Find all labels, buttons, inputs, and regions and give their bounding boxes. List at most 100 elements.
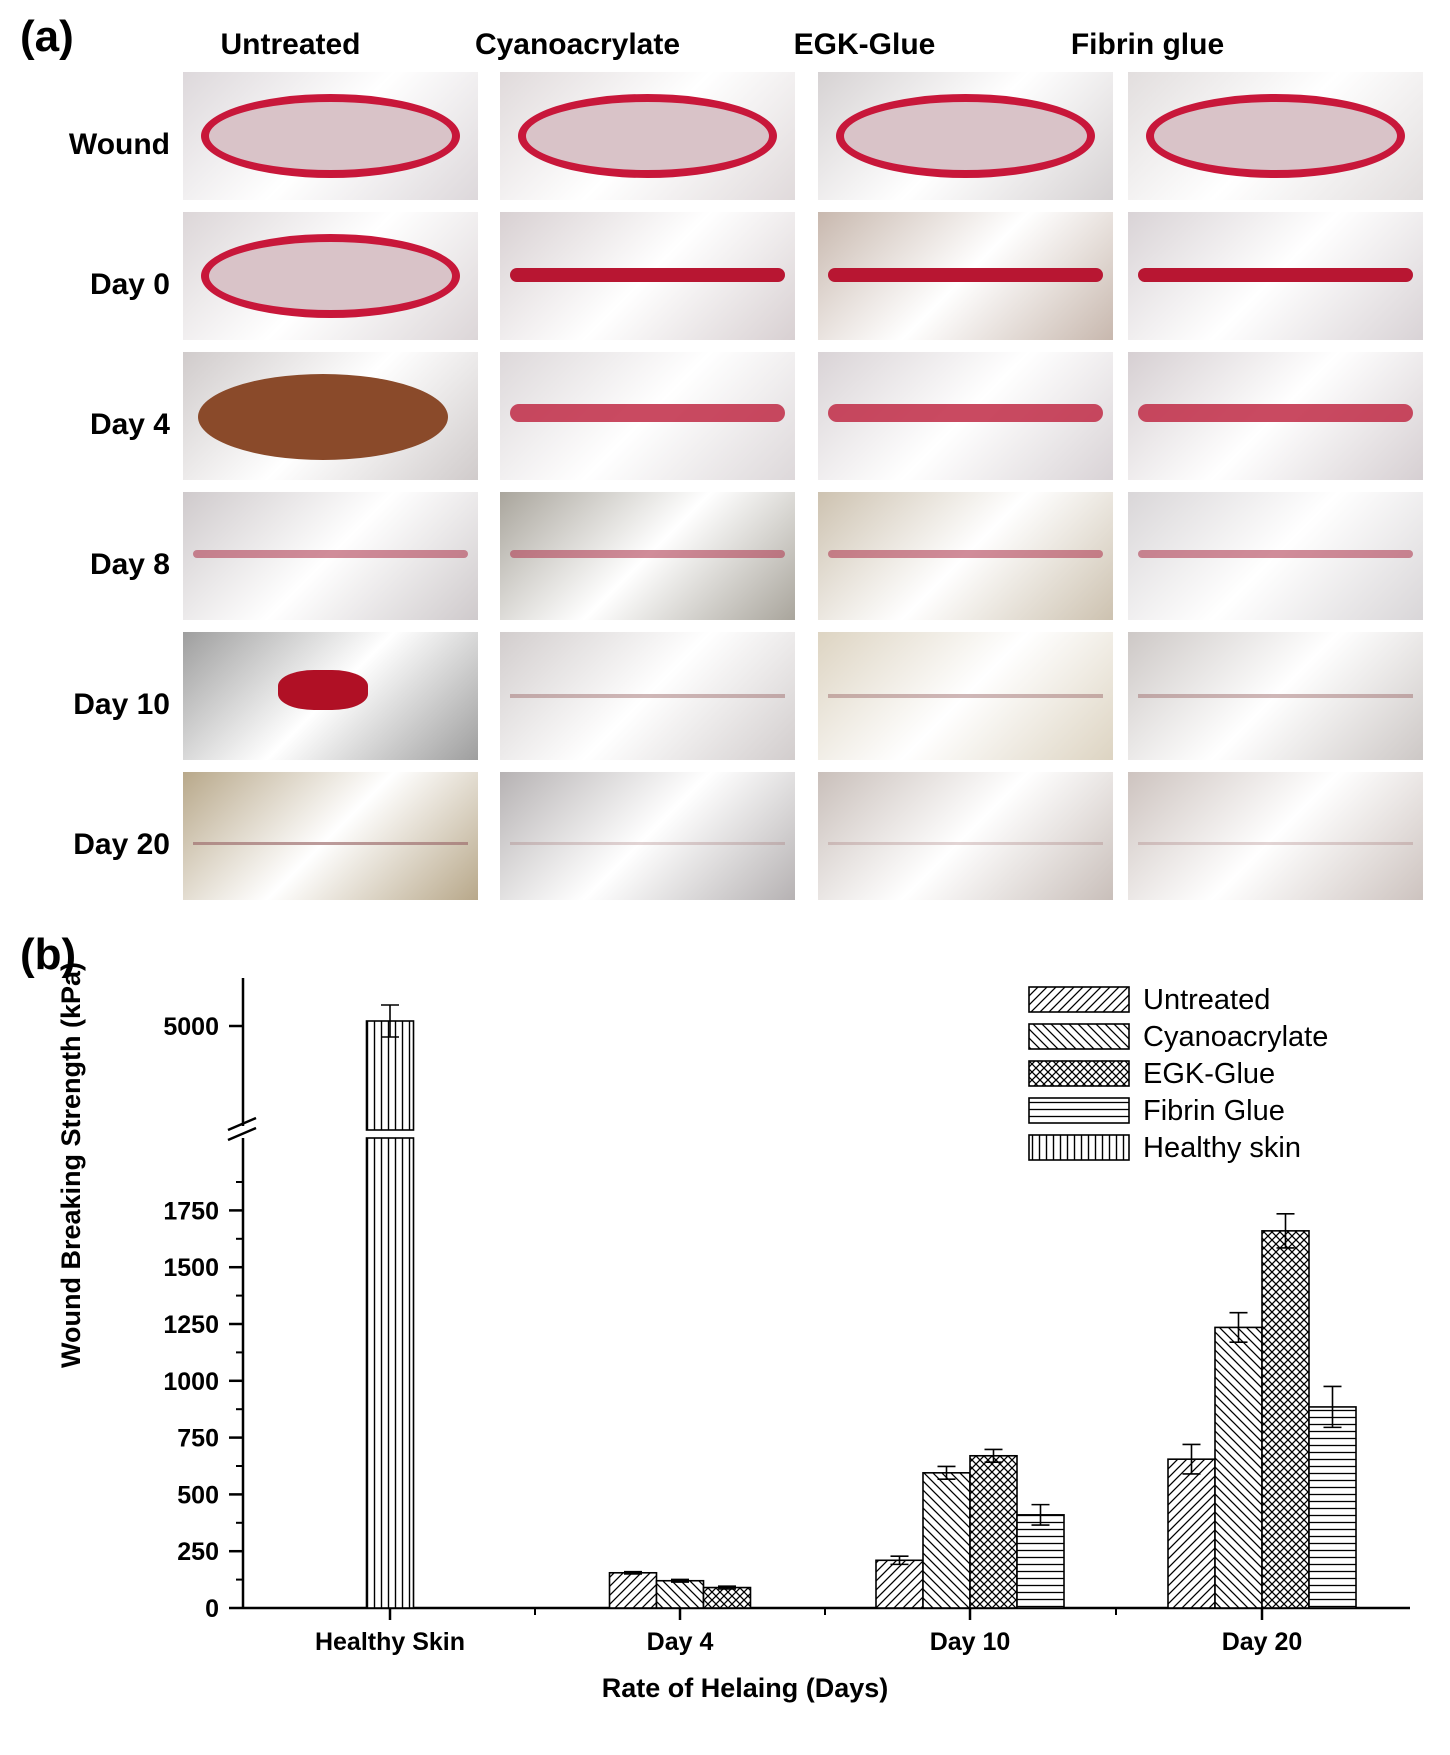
legend-label-healthy-skin: Healthy skin xyxy=(1143,1132,1301,1164)
y-tick-label: 0 xyxy=(205,1595,219,1623)
y-axis-label: Wound Breaking Strength (kPa) xyxy=(56,962,86,1368)
bar-untreated xyxy=(608,1571,658,1609)
photo-day-0-fibrin-glue xyxy=(1128,212,1423,340)
axis-break-marker xyxy=(227,1116,257,1142)
x-tick-label: Healthy Skin xyxy=(315,1628,465,1656)
bar-cyanoacrylate xyxy=(655,1579,705,1609)
legend-swatch-untreated xyxy=(1028,986,1130,1013)
legend-swatch-cyanoacrylate xyxy=(1028,1023,1130,1050)
photo-day-8-egk-glue xyxy=(818,492,1113,620)
photo-day-10-cyanoacrylate xyxy=(500,632,795,760)
healing-incision xyxy=(828,404,1103,422)
faint-scar xyxy=(510,694,785,698)
photo-day-10-egk-glue xyxy=(818,632,1113,760)
row-header-day-8: Day 8 xyxy=(89,548,170,581)
closed-incision-line xyxy=(828,268,1103,282)
healed-skin-line xyxy=(510,842,785,845)
bar-cyanoacrylate xyxy=(1214,1326,1263,1609)
panel-b-label: (b) xyxy=(20,930,77,979)
healed-skin-line xyxy=(193,842,468,845)
healed-skin-line xyxy=(1138,842,1413,845)
legend-label-fibrin-glue: Fibrin Glue xyxy=(1143,1095,1285,1127)
photo-day-20-fibrin-glue xyxy=(1128,772,1423,900)
row-header-day-4: Day 4 xyxy=(89,408,170,441)
column-header-cyanoacrylate: Cyanoacrylate xyxy=(474,28,681,61)
photo-day-0-untreated xyxy=(183,212,478,340)
x-tick-label: Day 10 xyxy=(930,1628,1011,1656)
photo-day-10-untreated xyxy=(183,632,478,760)
open-wound-shape xyxy=(518,94,777,178)
x-tick-label: Day 20 xyxy=(1222,1628,1303,1656)
bar-egk-glue xyxy=(702,1586,752,1609)
row-header-wound: Wound xyxy=(68,128,170,161)
x-tick-label: Day 4 xyxy=(647,1628,714,1656)
fading-scar xyxy=(193,550,468,558)
bar-egk-glue xyxy=(1261,1230,1310,1609)
photo-day-20-egk-glue xyxy=(818,772,1113,900)
bar-cyanoacrylate xyxy=(922,1472,971,1609)
fading-scar xyxy=(1138,550,1413,558)
y-tick-label: 5000 xyxy=(163,1013,219,1041)
photo-wound-fibrin-glue xyxy=(1128,72,1423,200)
photo-wound-cyanoacrylate xyxy=(500,72,795,200)
bar-fibrin-glue xyxy=(1016,1514,1065,1609)
photo-day-10-fibrin-glue xyxy=(1128,632,1423,760)
bar-egk-glue xyxy=(969,1454,1018,1609)
y-tick-label: 1250 xyxy=(163,1311,219,1339)
photo-wound-egk-glue xyxy=(818,72,1113,200)
wound-strength-bar-chart: 0 250 500 750 1000 1250 1500 1750 5000 Healthy Sk… xyxy=(56,962,1410,1703)
legend-label-egk-glue: EGK-Glue xyxy=(1143,1058,1275,1090)
row-header-day-20: Day 20 xyxy=(73,828,170,861)
bar-healthy-skin-upper xyxy=(365,1020,415,1131)
photo-day-0-cyanoacrylate xyxy=(500,212,795,340)
photo-day-0-egk-glue xyxy=(818,212,1113,340)
column-header-fibrin-glue: Fibrin glue xyxy=(1070,28,1225,61)
y-tick-label: 1000 xyxy=(163,1368,219,1396)
photo-wound-untreated xyxy=(183,72,478,200)
open-wound-shape xyxy=(201,234,460,318)
fading-scar xyxy=(828,550,1103,558)
photo-day-8-cyanoacrylate xyxy=(500,492,795,620)
panel-a-label: (a) xyxy=(20,12,74,61)
closed-incision-line xyxy=(1138,268,1413,282)
y-tick-label: 1750 xyxy=(163,1197,219,1225)
open-wound-shape xyxy=(1146,94,1405,178)
legend-label-untreated: Untreated xyxy=(1143,984,1270,1016)
legend-swatch-fibrin-glue xyxy=(1028,1097,1130,1124)
fading-scar xyxy=(510,550,785,558)
column-header-untreated: Untreated xyxy=(220,28,361,61)
faint-scar xyxy=(828,694,1103,698)
y-tick-label: 750 xyxy=(177,1425,219,1453)
photo-day-4-fibrin-glue xyxy=(1128,352,1423,480)
photo-day-20-untreated xyxy=(183,772,478,900)
open-wound-shape xyxy=(836,94,1095,178)
column-header-egk-glue: EGK-Glue xyxy=(793,28,936,61)
legend-label-cyanoacrylate: Cyanoacrylate xyxy=(1143,1021,1328,1053)
healing-incision xyxy=(1138,404,1413,422)
row-header-day-10: Day 10 xyxy=(73,688,170,721)
open-wound-shape xyxy=(201,94,460,178)
photo-day-20-cyanoacrylate xyxy=(500,772,795,900)
faint-scar xyxy=(1138,694,1413,698)
healed-skin-line xyxy=(828,842,1103,845)
bar-healthy-skin-lower xyxy=(365,1137,415,1609)
legend-swatch-egk-glue xyxy=(1028,1060,1130,1087)
closed-incision-line xyxy=(510,268,785,282)
photo-day-4-egk-glue xyxy=(818,352,1113,480)
row-header-day-0: Day 0 xyxy=(89,268,170,301)
healing-incision xyxy=(198,374,448,460)
photo-day-8-fibrin-glue xyxy=(1128,492,1423,620)
legend-swatch-healthy-skin xyxy=(1028,1134,1130,1161)
x-axis-label: Rate of Helaing (Days) xyxy=(602,1673,889,1703)
y-tick-label: 1500 xyxy=(163,1254,219,1282)
y-tick-label: 500 xyxy=(177,1481,219,1509)
bar-untreated xyxy=(1167,1458,1216,1609)
photo-day-4-cyanoacrylate xyxy=(500,352,795,480)
bar-untreated xyxy=(875,1559,924,1609)
healing-incision xyxy=(510,404,785,422)
photo-day-8-untreated xyxy=(183,492,478,620)
y-tick-label: 250 xyxy=(177,1538,219,1566)
bar-fibrin-glue xyxy=(1308,1406,1357,1609)
photo-day-4-untreated xyxy=(183,352,478,480)
faint-scar xyxy=(278,670,368,710)
